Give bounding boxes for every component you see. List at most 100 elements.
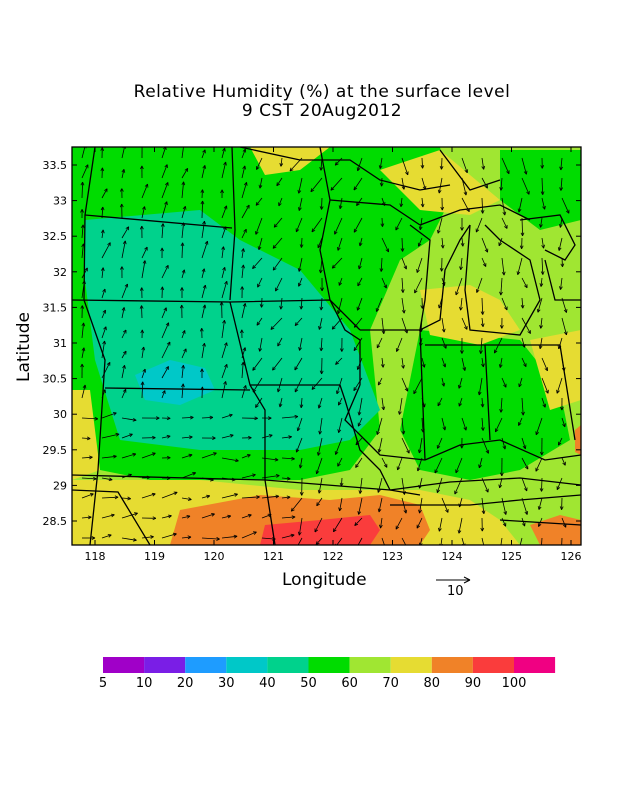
- wind-vector-head: [460, 242, 465, 247]
- y-tick-label: 31.5: [43, 301, 68, 314]
- wind-vector-head: [439, 267, 444, 272]
- wind-vector-head: [499, 291, 503, 296]
- wind-vector-head: [519, 245, 524, 249]
- wind-vector-head: [254, 416, 258, 421]
- wind-vector-head: [333, 528, 337, 533]
- wind-vector-head: [539, 324, 543, 329]
- wind-vector: [321, 197, 323, 210]
- wind-vector: [161, 322, 169, 339]
- wind-vector: [280, 157, 283, 167]
- wind-vector: [379, 157, 383, 169]
- wind-vector-head: [286, 495, 291, 500]
- wind-vector-head: [166, 341, 171, 346]
- wind-vector-head: [517, 208, 522, 213]
- wind-vector-head: [539, 283, 544, 287]
- wind-vector: [201, 477, 214, 481]
- wind-vector-head: [460, 350, 464, 354]
- wind-vector-head: [380, 223, 385, 227]
- wind-vector: [561, 517, 567, 528]
- wind-vector-head: [242, 303, 247, 307]
- wind-vector-head: [338, 401, 342, 406]
- wind-vector: [396, 337, 403, 352]
- wind-vector-head: [401, 430, 406, 435]
- wind-vector-head: [276, 182, 281, 187]
- wind-vector-head: [223, 381, 227, 385]
- wind-vector: [380, 257, 383, 272]
- wind-vector: [289, 157, 303, 172]
- wind-vector-head: [122, 365, 126, 369]
- wind-vector: [436, 477, 443, 493]
- wind-vector: [341, 477, 343, 487]
- wind-vector: [101, 206, 104, 219]
- wind-vector: [278, 197, 283, 207]
- wind-vector-head: [445, 508, 449, 513]
- wind-vector-head: [526, 190, 530, 195]
- wind-vector-head: [316, 502, 320, 507]
- wind-vector-head: [199, 328, 204, 332]
- wind-vector: [481, 197, 484, 214]
- wind-vector: [498, 237, 503, 246]
- wind-vector: [81, 280, 85, 299]
- wind-vector: [461, 417, 467, 431]
- wind-vector-head: [542, 205, 546, 210]
- wind-vector: [401, 297, 405, 314]
- wind-vector-head: [179, 304, 184, 309]
- wind-vector-head: [224, 280, 228, 285]
- wind-vector: [241, 248, 244, 259]
- wind-vector-head: [277, 388, 281, 393]
- wind-vector: [201, 537, 220, 540]
- wind-vector-head: [353, 387, 358, 392]
- wind-vector: [161, 307, 167, 319]
- wind-vector-head: [206, 494, 211, 499]
- wind-vector-head: [298, 346, 302, 351]
- wind-vector-head: [520, 304, 525, 309]
- wind-vector-head: [120, 266, 124, 270]
- wind-vector-head: [337, 310, 341, 314]
- wind-vector-head: [102, 288, 106, 293]
- wind-vector: [121, 307, 125, 319]
- wind-vector: [101, 188, 108, 199]
- wind-vector-head: [560, 406, 564, 411]
- wind-vector-head: [295, 228, 300, 233]
- wind-vector-head: [502, 445, 507, 450]
- wind-vector-head: [459, 266, 463, 271]
- wind-vector: [417, 457, 423, 472]
- wind-vector-head: [331, 325, 336, 330]
- wind-vector: [521, 397, 524, 416]
- wind-vector: [421, 357, 425, 368]
- wind-vector-head: [294, 388, 299, 393]
- wind-vector-head: [403, 509, 408, 514]
- colorbar-label: 5: [98, 676, 108, 691]
- wind-vector-head: [439, 165, 444, 170]
- wind-vector: [357, 417, 363, 427]
- wind-vector-head: [241, 248, 245, 253]
- wind-vector-head: [81, 347, 86, 352]
- wind-vector-head: [527, 330, 531, 334]
- wind-vector: [273, 217, 283, 228]
- wind-vector-head: [437, 402, 442, 407]
- wind-vector-head: [162, 390, 166, 395]
- wind-vector: [336, 377, 343, 395]
- wind-vector: [501, 257, 505, 276]
- wind-vector-head: [241, 362, 245, 366]
- wind-vector-head: [338, 281, 342, 286]
- wind-vector-head: [298, 464, 303, 469]
- wind-vector-head: [441, 282, 446, 286]
- wind-vector-head: [164, 201, 168, 206]
- wind-vector: [201, 495, 210, 499]
- wind-vector-head: [100, 267, 105, 272]
- wind-vector-head: [233, 534, 238, 539]
- wind-vector-head: [255, 231, 259, 235]
- wind-vector: [358, 497, 363, 515]
- wind-vector-head: [173, 491, 178, 496]
- wind-vector-head: [395, 525, 400, 530]
- wind-vector: [455, 277, 463, 296]
- wind-vector: [290, 497, 303, 512]
- wind-vector-head: [128, 473, 132, 478]
- wind-vector-head: [298, 282, 302, 287]
- wind-vector-head: [297, 189, 302, 194]
- wind-vector-head: [234, 493, 238, 497]
- wind-vector: [381, 457, 388, 468]
- wind-vector: [535, 417, 543, 435]
- wind-vector: [501, 437, 506, 450]
